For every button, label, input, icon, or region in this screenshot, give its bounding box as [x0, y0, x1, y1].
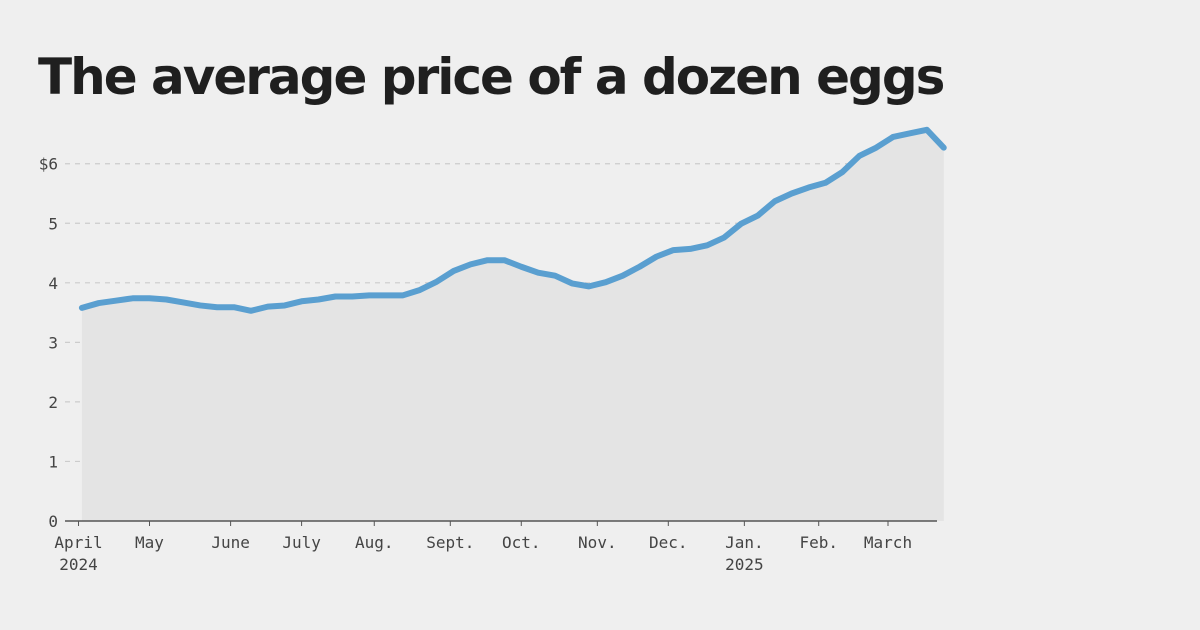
area-fill	[81, 129, 944, 522]
x-tick-label: Dec.	[649, 533, 688, 552]
x-tick-marks	[78, 521, 889, 526]
x-tick-year-label: 2025	[725, 555, 764, 574]
y-tick-label: 2	[48, 393, 58, 412]
x-tick-label: Feb.	[799, 533, 838, 552]
x-tick-label: July	[282, 533, 321, 552]
x-tick-labels: April 2024 May June July Aug. Sept. Oct. Nov. Dec…	[54, 533, 912, 574]
y-tick-label: $6	[39, 155, 58, 174]
y-tick-label: 1	[48, 452, 58, 471]
x-tick-label: April	[54, 533, 102, 552]
x-tick-label: June	[211, 533, 250, 552]
y-tick-labels: 0 1 2 3 4 5 $6	[39, 155, 58, 531]
x-tick-label: March	[864, 533, 912, 552]
series-lines	[78, 126, 947, 314]
x-tick-label: May	[135, 533, 164, 552]
x-tick-label: Oct.	[502, 533, 541, 552]
series-line	[78, 126, 947, 314]
chart-title: The average price of a dozen eggs	[38, 48, 945, 106]
x-tick-year-label: 2024	[59, 555, 98, 574]
x-tick-label: Sept.	[426, 533, 474, 552]
x-tick-label: Nov.	[578, 533, 617, 552]
y-tick-label: 5	[48, 214, 58, 233]
y-tick-label: 4	[48, 274, 58, 293]
x-tick-label: Aug.	[355, 533, 394, 552]
x-tick-label: Jan.	[725, 533, 764, 552]
y-tick-label: 0	[48, 512, 58, 531]
y-tick-label: 3	[48, 333, 58, 352]
